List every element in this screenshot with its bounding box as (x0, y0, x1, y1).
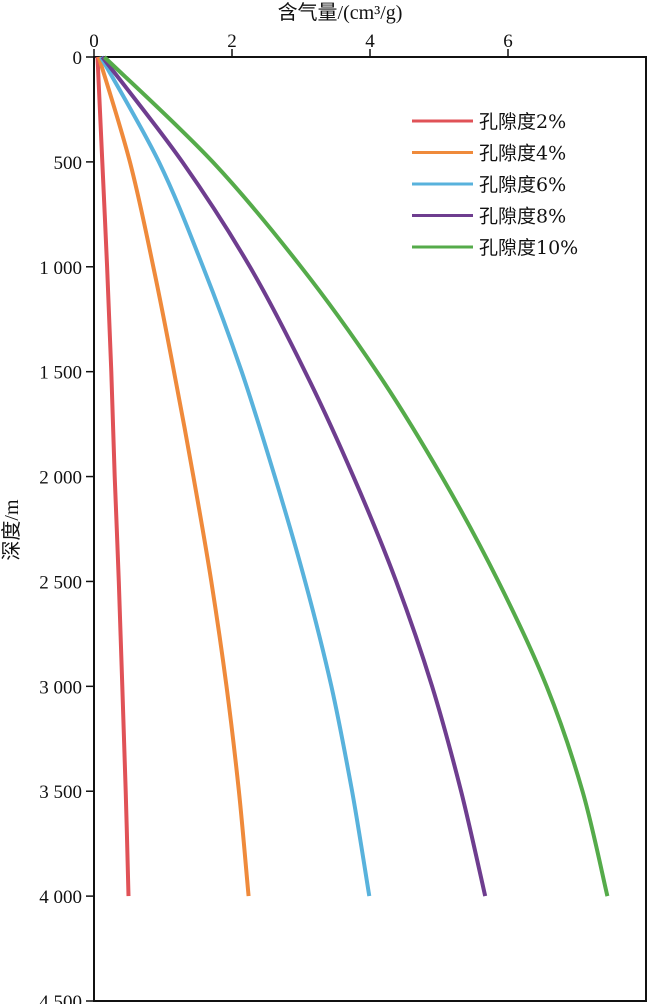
x-tick-label: 4 (365, 31, 375, 52)
y-tick-label: 1 500 (39, 363, 82, 384)
y-tick-label: 500 (54, 153, 83, 174)
y-tick-label: 3 000 (39, 677, 82, 698)
y-tick-label: 3 500 (39, 782, 82, 803)
x-tick-label: 6 (503, 31, 513, 52)
y-tick-label: 2 500 (39, 572, 82, 593)
x-tick-label: 2 (227, 31, 237, 52)
series-line (95, 56, 131, 897)
legend-label: 孔隙度10% (479, 237, 578, 259)
legend-label: 孔隙度4% (479, 143, 566, 165)
y-tick-label: 0 (73, 48, 83, 69)
legend-label: 孔隙度6% (479, 174, 566, 196)
series-line (100, 55, 488, 897)
y-tick-label: 2 000 (39, 468, 82, 489)
series-line (102, 55, 610, 897)
legend-label: 孔隙度2% (479, 111, 566, 133)
legend: 孔隙度2% 孔隙度4% 孔隙度6% 孔隙度8% 孔隙度10% (412, 111, 578, 259)
x-axis-title: 含气量/(cm³/g) (278, 1, 403, 24)
y-axis: 0 500 1 000 1 500 2 000 2 500 3 000 3 500 4 000 4… (39, 48, 94, 1004)
y-tick-label: 1 000 (39, 258, 82, 279)
y-axis-title: 深度/m (0, 499, 23, 561)
series-line (99, 56, 372, 897)
y-tick-label: 4 500 (39, 992, 82, 1004)
x-axis: 0 2 4 6 (89, 31, 513, 57)
series-layer (95, 55, 610, 897)
y-tick-label: 4 000 (39, 887, 82, 908)
legend-label: 孔隙度8% (479, 206, 566, 228)
series-line (96, 56, 251, 897)
x-tick-label: 0 (89, 31, 99, 52)
